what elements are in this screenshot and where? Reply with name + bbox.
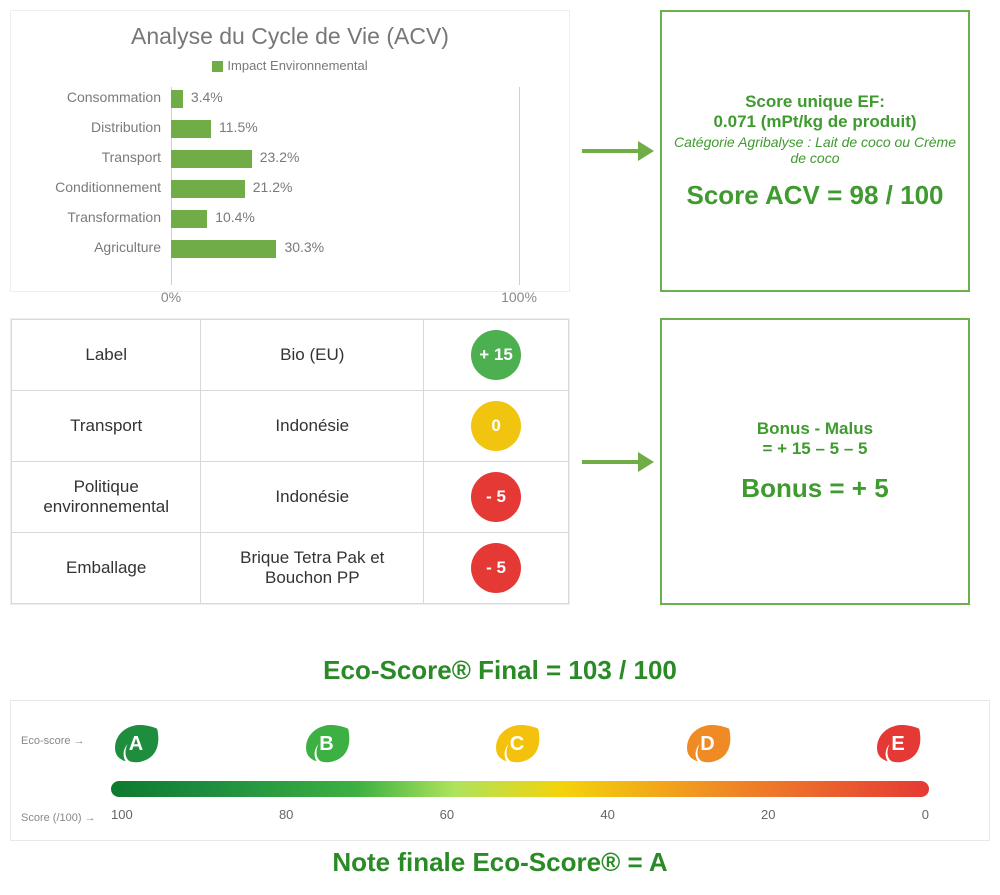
table-row: Politique environnementalIndonésie - 5	[12, 462, 569, 533]
criteria-table: LabelBio (EU) + 15 TransportIndonésie 0 Poli…	[11, 319, 569, 604]
bar	[171, 120, 211, 138]
row-label-score: Score (/100) →	[21, 812, 96, 824]
bar-row: Agriculture30.3%	[171, 237, 519, 261]
bar-row: Conditionnement21.2%	[171, 177, 519, 201]
bar	[171, 180, 245, 198]
axis-label-min: 0%	[161, 289, 181, 305]
score-chip: + 15	[471, 330, 521, 380]
bar-value-label: 30.3%	[284, 239, 324, 255]
leaf-letter: E	[873, 723, 929, 765]
bonus-value: Bonus = + 5	[670, 473, 960, 504]
ecoscore-leaf-row: A B C D E	[111, 719, 929, 767]
chart-plot-area: 0% 100% Consommation3.4%Distribution11.5…	[171, 87, 519, 273]
bar-category-label: Conditionnement	[21, 179, 171, 195]
criteria-value: Indonésie	[201, 391, 424, 462]
arrow-table-to-bonus	[570, 318, 660, 605]
final-note: Note finale Eco-Score® = A	[10, 847, 990, 878]
bonus-formula: = + 15 – 5 – 5	[670, 439, 960, 459]
criteria-score-cell: - 5	[424, 533, 569, 604]
bar-category-label: Agriculture	[21, 239, 171, 255]
ecoscore-leaf-c: C	[492, 723, 548, 763]
criteria-score-cell: 0	[424, 391, 569, 462]
score-category: Catégorie Agribalyse : Lait de coco ou C…	[670, 134, 960, 166]
bar	[171, 150, 252, 168]
bar-category-label: Consommation	[21, 89, 171, 105]
score-tick: 60	[440, 807, 454, 822]
bar-category-label: Transport	[21, 149, 171, 165]
chart-legend: Impact Environnemental	[21, 58, 559, 73]
bonus-title: Bonus - Malus	[670, 419, 960, 439]
criteria-name: Transport	[12, 391, 201, 462]
criteria-score-cell: - 5	[424, 462, 569, 533]
leaf-letter: A	[111, 723, 167, 765]
score-chip: - 5	[471, 472, 521, 522]
final-section: Eco-Score® Final = 103 / 100 Eco-score →…	[10, 655, 990, 878]
criteria-value: Indonésie	[201, 462, 424, 533]
bar-value-label: 21.2%	[253, 179, 293, 195]
criteria-row: LabelBio (EU) + 15 TransportIndonésie 0 Poli…	[10, 292, 990, 605]
ecoscore-leaf-a: A	[111, 723, 167, 763]
bar	[171, 90, 183, 108]
bar-value-label: 23.2%	[260, 149, 300, 165]
arrow-head-icon	[638, 452, 654, 472]
score-tick: 0	[922, 807, 929, 822]
criteria-name: Politique environnemental	[12, 462, 201, 533]
table-row: TransportIndonésie 0	[12, 391, 569, 462]
bar-value-label: 10.4%	[215, 209, 255, 225]
leaf-letter: D	[683, 723, 739, 765]
bar-value-label: 3.4%	[191, 89, 223, 105]
acv-chart: Analyse du Cycle de Vie (ACV) Impact Env…	[10, 10, 570, 292]
leaf-letter: C	[492, 723, 548, 765]
score-chip: - 5	[471, 543, 521, 593]
bar	[171, 240, 276, 258]
table-row: LabelBio (EU) + 15	[12, 320, 569, 391]
criteria-score-cell: + 15	[424, 320, 569, 391]
ecoscore-leaf-b: B	[302, 723, 358, 763]
score-chip: 0	[471, 401, 521, 451]
row-label-ecoscore: Eco-score →	[21, 735, 85, 747]
legend-label: Impact Environnemental	[227, 58, 367, 73]
leaf-letter: B	[302, 723, 358, 765]
score-tick: 20	[761, 807, 775, 822]
arrow-head-icon	[638, 141, 654, 161]
bar-category-label: Distribution	[21, 119, 171, 135]
arrow-line	[582, 149, 642, 153]
axis-line-100	[519, 87, 520, 285]
arrow-line	[582, 460, 642, 464]
criteria-table-wrap: LabelBio (EU) + 15 TransportIndonésie 0 Poli…	[10, 318, 570, 605]
table-row: EmballageBrique Tetra Pak et Bouchon PP-…	[12, 533, 569, 604]
bonus-box: Bonus - Malus = + 15 – 5 – 5 Bonus = + 5	[660, 318, 970, 605]
score-tick: 100	[111, 807, 133, 822]
bar-row: Transformation10.4%	[171, 207, 519, 231]
score-ef-value: 0.071 (mPt/kg de produit)	[670, 112, 960, 132]
ecoscore-leaf-e: E	[873, 723, 929, 763]
ecoscore-gradient-bar	[111, 781, 929, 797]
score-ef-label: Score unique EF:	[670, 92, 960, 112]
criteria-name: Label	[12, 320, 201, 391]
bar-row: Transport23.2%	[171, 147, 519, 171]
bar-row: Consommation3.4%	[171, 87, 519, 111]
criteria-value: Brique Tetra Pak et Bouchon PP	[201, 533, 424, 604]
bar-category-label: Transformation	[21, 209, 171, 225]
arrow-acv-to-score	[570, 10, 660, 292]
criteria-value: Bio (EU)	[201, 320, 424, 391]
acv-row: Analyse du Cycle de Vie (ACV) Impact Env…	[10, 10, 990, 292]
legend-swatch	[212, 61, 223, 72]
ecoscore-leaf-d: D	[683, 723, 739, 763]
score-acv-value: Score ACV = 98 / 100	[670, 180, 960, 211]
bar	[171, 210, 207, 228]
score-tick: 40	[600, 807, 614, 822]
score-tick-row: 100 80 60 40 20 0	[111, 807, 929, 822]
bar-value-label: 11.5%	[219, 119, 258, 135]
axis-label-max: 100%	[501, 289, 537, 305]
final-score-title: Eco-Score® Final = 103 / 100	[10, 655, 990, 686]
score-tick: 80	[279, 807, 293, 822]
chart-title: Analyse du Cycle de Vie (ACV)	[21, 23, 559, 50]
bar-row: Distribution11.5%	[171, 117, 519, 141]
criteria-name: Emballage	[12, 533, 201, 604]
score-acv-box: Score unique EF: 0.071 (mPt/kg de produi…	[660, 10, 970, 292]
ecoscore-scale: Eco-score → A B C D E Score (/100) → 100 80 60…	[10, 700, 990, 841]
